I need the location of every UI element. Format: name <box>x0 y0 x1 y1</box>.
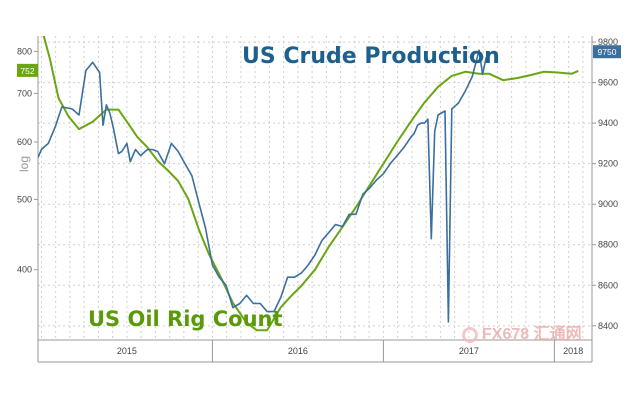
rig-last-value-label: 752 <box>20 66 34 76</box>
left-tick-label: 600 <box>17 137 32 147</box>
watermark-text: FX678 汇通网 <box>482 326 582 343</box>
log-scale-tag: log <box>17 155 31 172</box>
production-last-value-badge <box>593 45 621 59</box>
right-tick-label: 9400 <box>598 118 618 128</box>
right-tick-label: 8400 <box>598 321 618 331</box>
right-tick-label: 9000 <box>598 199 618 209</box>
right-tick-label: 8600 <box>598 280 618 290</box>
rig-count-series <box>42 36 579 332</box>
rig-count-annotation: US Oil Rig Count <box>88 307 283 331</box>
value-badges: 752 9750 <box>17 45 621 77</box>
left-tick-label: 500 <box>17 194 32 204</box>
x-tick-label: 2016 <box>288 346 308 356</box>
series-line <box>42 36 579 332</box>
x-tick-label: 2018 <box>563 346 583 356</box>
production-series <box>38 49 491 323</box>
left-tick-label: 800 <box>17 46 32 56</box>
production-last-value-label: 9750 <box>598 47 617 57</box>
right-tick-label: 9200 <box>598 159 618 169</box>
watermark: FX678 汇通网 <box>462 320 582 344</box>
right-tick-label: 9600 <box>598 78 618 88</box>
production-annotation: US Crude Production <box>242 44 500 69</box>
left-tick-label: 400 <box>17 265 32 275</box>
x-tick-label: 2015 <box>117 346 137 356</box>
axes: 400 500 600 700 800 8400 8600 8800 9000 9200 9400 9… <box>17 36 618 363</box>
x-tick-label: 2017 <box>459 346 479 356</box>
right-tick-label: 8800 <box>598 240 618 250</box>
right-tick-label: 9800 <box>598 37 618 47</box>
watermark-logo-icon <box>462 327 478 343</box>
rig-last-value-badge <box>17 63 38 77</box>
grid <box>38 36 592 340</box>
series-line <box>38 49 491 323</box>
left-tick-label: 700 <box>17 88 32 98</box>
